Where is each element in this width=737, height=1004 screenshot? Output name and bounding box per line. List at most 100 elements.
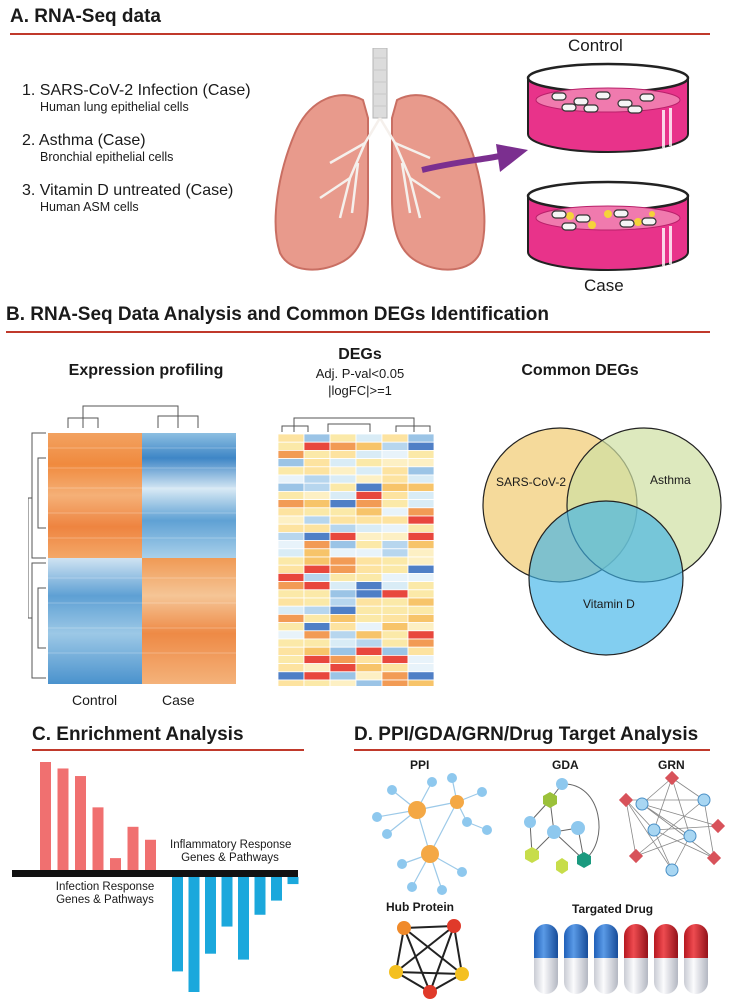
dataset-1-sub: Human lung epithelial cells (40, 100, 189, 114)
down-label-line-2: Genes & Pathways (56, 894, 154, 906)
bar-down-3 (205, 877, 216, 954)
degs-cell (277, 548, 305, 558)
arrow-icon (421, 144, 528, 173)
degs-cell (303, 679, 331, 686)
expression-heatmap (28, 405, 236, 684)
degs-cell (277, 663, 305, 673)
degs-cell (277, 679, 305, 686)
degs-cell (355, 450, 383, 460)
degs-cell (277, 531, 305, 541)
degs-cell (355, 482, 383, 492)
common-degs-title: Common DEGs (521, 362, 639, 379)
degs-cell (407, 581, 435, 591)
degs-cell (277, 450, 305, 460)
degs-cell (355, 458, 383, 468)
degs-cell (407, 433, 435, 443)
bar-down-7 (271, 877, 282, 901)
degs-cell (355, 540, 383, 550)
gda-label: GDA (552, 758, 579, 772)
petri-dish-case (526, 180, 690, 271)
degs-cell (407, 654, 435, 664)
degs-cell (329, 597, 357, 607)
section-a-rule (10, 33, 710, 35)
degs-cell (303, 663, 331, 673)
degs-cell (381, 540, 409, 550)
grn-label: GRN (658, 758, 685, 772)
degs-cell (303, 482, 331, 492)
dataset-3-label: 3. Vitamin D untreated (Case) (22, 182, 234, 199)
bar-up-2 (57, 768, 69, 870)
degs-cell (355, 523, 383, 533)
degs-threshold-pval: Adj. P-val<0.05 (315, 366, 405, 381)
degs-cell (407, 531, 435, 541)
bar-down-5 (238, 877, 249, 960)
degs-cell (407, 474, 435, 484)
degs-cell (303, 646, 331, 656)
targeted-drug-label: Targated Drug (572, 902, 654, 916)
degs-cell (355, 531, 383, 541)
venn-label-sars: SARS-CoV-2 (496, 475, 567, 489)
degs-cell (355, 622, 383, 632)
degs-cell (381, 515, 409, 525)
degs-cell (277, 630, 305, 640)
degs-cell (407, 597, 435, 607)
degs-heatmap (277, 417, 435, 686)
degs-cell (355, 564, 383, 574)
degs-cell (407, 613, 435, 623)
section-a-title: A. RNA-Seq data (10, 6, 161, 27)
degs-cell (355, 572, 383, 582)
bars-up (40, 762, 156, 870)
grn-network (618, 770, 726, 877)
degs-cell (355, 646, 383, 656)
degs-cell (329, 491, 357, 501)
dataset-2-sub: Bronchial epithelial cells (40, 150, 174, 164)
degs-cell (277, 474, 305, 484)
degs-cell (355, 663, 383, 673)
degs-cell (355, 613, 383, 623)
degs-cell (329, 482, 357, 492)
degs-cell (381, 441, 409, 451)
degs-cell (303, 630, 331, 640)
degs-cell (381, 646, 409, 656)
ppi-network (372, 773, 492, 895)
bar-down-6 (254, 877, 266, 915)
bar-down-1 (172, 877, 183, 972)
degs-cell (407, 491, 435, 501)
section-b-title: B. RNA-Seq Data Analysis and Common DEGs… (6, 304, 549, 325)
degs-cell (329, 572, 357, 582)
degs-cell (381, 581, 409, 591)
heatmap-case-label: Case (162, 692, 195, 708)
degs-cell (303, 491, 331, 501)
venn-circle-vitd (528, 500, 684, 656)
degs-cell (329, 556, 357, 566)
degs-cell (277, 491, 305, 501)
degs-cell (381, 671, 409, 681)
degs-cell (355, 605, 383, 615)
degs-cell (381, 622, 409, 632)
degs-cell (355, 671, 383, 681)
degs-cell (303, 523, 331, 533)
degs-cell (355, 466, 383, 476)
degs-cell (329, 605, 357, 615)
dataset-list: 1. SARS-CoV-2 Infection (Case) Human lun… (22, 82, 251, 214)
degs-cell (329, 630, 357, 640)
degs-cell (303, 589, 331, 599)
degs-cell (407, 515, 435, 525)
degs-cell (355, 589, 383, 599)
degs-cell (277, 589, 305, 599)
degs-cell (329, 638, 357, 648)
degs-cell (303, 605, 331, 615)
degs-cell (381, 663, 409, 673)
degs-cell (329, 466, 357, 476)
degs-cell (381, 433, 409, 443)
degs-cell (407, 441, 435, 451)
degs-cell (355, 654, 383, 664)
degs-cell (277, 572, 305, 582)
degs-cell (329, 622, 357, 632)
dataset-3-sub: Human ASM cells (40, 200, 139, 214)
bar-down-2 (188, 877, 200, 992)
degs-cell (329, 564, 357, 574)
up-label: Inflammatory Response Genes & Pathways (170, 839, 291, 865)
degs-cell (277, 581, 305, 591)
ppi-label: PPI (410, 758, 430, 772)
